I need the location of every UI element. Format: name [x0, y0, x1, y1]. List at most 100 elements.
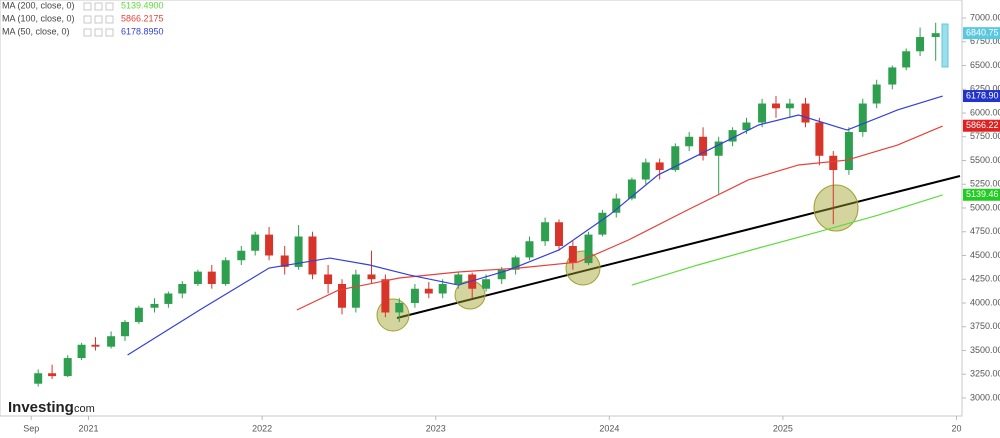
candle-body	[178, 283, 187, 294]
candle-body	[872, 84, 881, 104]
watermark-brand: Investing	[8, 399, 74, 416]
y-tick-label: 4000.00	[970, 297, 1000, 307]
x-tick-label: 2025	[773, 423, 793, 433]
candle-body	[410, 288, 419, 303]
candle-body	[265, 234, 274, 256]
candle-body	[207, 271, 216, 284]
price-tag-label: 5139.46	[966, 189, 999, 199]
y-tick-label: 3000.00	[970, 392, 1000, 402]
candle-body	[815, 122, 824, 156]
y-tick-label: 6000.00	[970, 107, 1000, 117]
legend-label: MA (200, close, 0)	[2, 0, 75, 10]
y-tick-label: 5000.00	[970, 202, 1000, 212]
x-tick-label: 20	[952, 423, 962, 433]
watermark-suffix: .com	[71, 403, 95, 415]
candle-body	[771, 103, 780, 109]
candle-body	[497, 269, 506, 280]
price-tag	[963, 90, 1000, 103]
price-tag-label: 6178.90	[966, 90, 999, 100]
y-tick-label: 4250.00	[970, 274, 1000, 284]
candle-body	[193, 271, 202, 284]
legend-value: 5139.4900	[121, 0, 164, 10]
candle-body	[351, 274, 360, 308]
price-tag	[963, 119, 1000, 132]
candle-body	[280, 255, 289, 267]
candle-body	[641, 162, 650, 180]
trend-line	[396, 175, 961, 319]
candle-body	[931, 33, 940, 38]
legend-label: MA (100, close, 0)	[2, 13, 75, 23]
candle-body	[568, 245, 577, 264]
y-tick-label: 6750.00	[970, 36, 1000, 46]
price-tag-label: 6840.75	[966, 28, 999, 38]
ma-line	[296, 125, 943, 311]
candle-body	[801, 103, 810, 123]
x-tick-label: 2023	[426, 423, 446, 433]
y-tick-label: 4500.00	[970, 250, 1000, 260]
candle-body	[785, 103, 794, 109]
candle-body	[324, 274, 333, 284]
candle-body	[251, 234, 260, 251]
y-tick-label: 5250.00	[970, 179, 1000, 189]
candle-body	[742, 122, 751, 131]
candle-body	[337, 283, 346, 308]
y-tick-label: 7000.00	[970, 12, 1000, 22]
candle-body	[829, 155, 838, 171]
candle-body	[134, 307, 143, 322]
candle-body	[454, 274, 463, 284]
price-tag	[963, 27, 1000, 40]
legend-label: MA (50, close, 0)	[2, 26, 70, 36]
candle-body	[685, 136, 694, 147]
legend-value: 5866.2175	[121, 13, 164, 23]
candle-body	[554, 222, 563, 246]
candle-body	[699, 136, 708, 156]
candle-body	[308, 236, 317, 275]
x-tick-label: 2022	[252, 423, 272, 433]
candle-body	[77, 344, 86, 359]
y-tick-label: 4750.00	[970, 226, 1000, 236]
x-tick-label: 2021	[79, 423, 99, 433]
y-tick-label: 3250.00	[970, 369, 1000, 379]
x-tick-label: Sep	[23, 423, 39, 433]
candle-body	[541, 222, 550, 242]
candle-body	[584, 234, 593, 264]
price-tag-label: 5866.22	[966, 120, 999, 130]
candle-body	[63, 358, 72, 377]
candle-body	[728, 130, 737, 142]
candle-body	[844, 132, 853, 171]
y-tick-label: 3750.00	[970, 321, 1000, 331]
candle-body	[858, 103, 867, 133]
candle-body	[468, 274, 477, 289]
candle-body	[120, 321, 129, 337]
candle-body	[438, 283, 447, 294]
candle-body	[598, 212, 607, 235]
legend-icons	[83, 2, 114, 37]
candle-body	[48, 373, 57, 377]
candle-body	[511, 257, 520, 270]
y-tick-label: 6500.00	[970, 60, 1000, 70]
highlight-circle	[813, 184, 859, 232]
candle-body	[107, 336, 116, 347]
y-tick-label: 5500.00	[970, 155, 1000, 165]
candle-body	[164, 293, 173, 304]
candle-body	[758, 103, 767, 123]
candle-body	[902, 51, 911, 68]
plot-area	[0, 0, 963, 417]
x-tick-label: 2024	[599, 423, 619, 433]
candle-body	[714, 141, 723, 156]
candle-body	[627, 179, 636, 199]
candle-body	[612, 198, 621, 213]
y-tick-label: 3500.00	[970, 345, 1000, 355]
candle-body	[91, 344, 100, 347]
candle-body	[294, 236, 303, 267]
candle-body	[888, 67, 897, 85]
y-tick-label: 5750.00	[970, 131, 1000, 141]
candle-body	[367, 274, 376, 280]
price-tag	[963, 188, 1000, 201]
last-candle-highlight	[941, 23, 949, 68]
candle-body	[424, 288, 433, 294]
candle-body	[395, 302, 404, 313]
candle-body	[916, 37, 925, 52]
candle-body	[237, 250, 246, 261]
